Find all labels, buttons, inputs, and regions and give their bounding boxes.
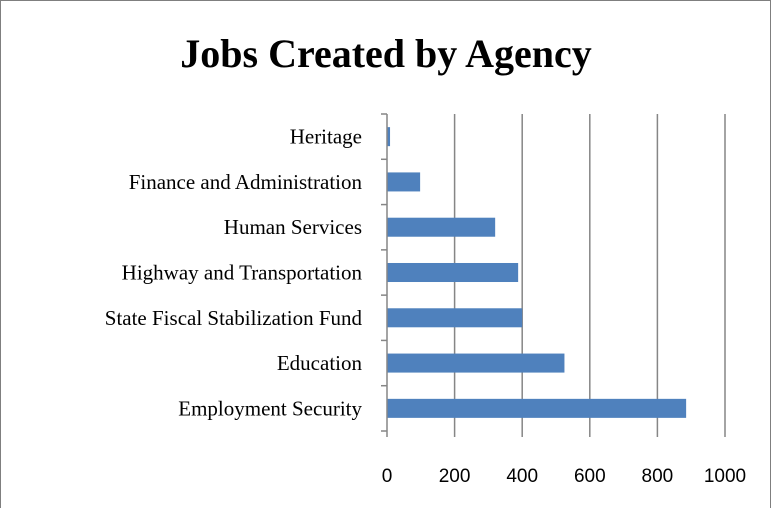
bar-finance-and-administration — [387, 172, 421, 192]
axes — [381, 113, 726, 437]
bars — [387, 127, 687, 418]
category-label-highway-and-transportation: Highway and Transportation — [122, 261, 363, 285]
category-label-human-services: Human Services — [224, 215, 362, 239]
bar-state-fiscal-stabilization-fund — [387, 308, 523, 328]
x-tick-label-800: 800 — [642, 466, 674, 487]
bar-highway-and-transportation — [387, 262, 519, 283]
bar-human-services — [387, 217, 496, 237]
bar-education — [387, 353, 565, 373]
category-label-education: Education — [277, 351, 363, 375]
x-tick-label-400: 400 — [506, 466, 538, 487]
x-tick-label-1000: 1000 — [704, 466, 746, 487]
tick-labels: 0 200 400 600 800 1000 — [382, 466, 746, 487]
gridlines — [453, 114, 726, 431]
x-tick-label-600: 600 — [574, 466, 606, 487]
x-tick-label-200: 200 — [439, 466, 471, 487]
bar-employment-security — [387, 398, 687, 418]
bar-heritage — [387, 127, 391, 147]
chart-title: Jobs Created by Agency — [180, 31, 592, 76]
category-label-finance-and-administration: Finance and Administration — [129, 170, 363, 194]
category-labels: Employment Security Education State Fiscal… — [105, 125, 363, 421]
category-label-employment-security: Employment Security — [178, 396, 362, 420]
x-tick-label-0: 0 — [382, 466, 393, 487]
category-label-heritage: Heritage — [290, 125, 362, 149]
category-label-state-fiscal-stabilization-fund: State Fiscal Stabilization Fund — [105, 306, 363, 330]
